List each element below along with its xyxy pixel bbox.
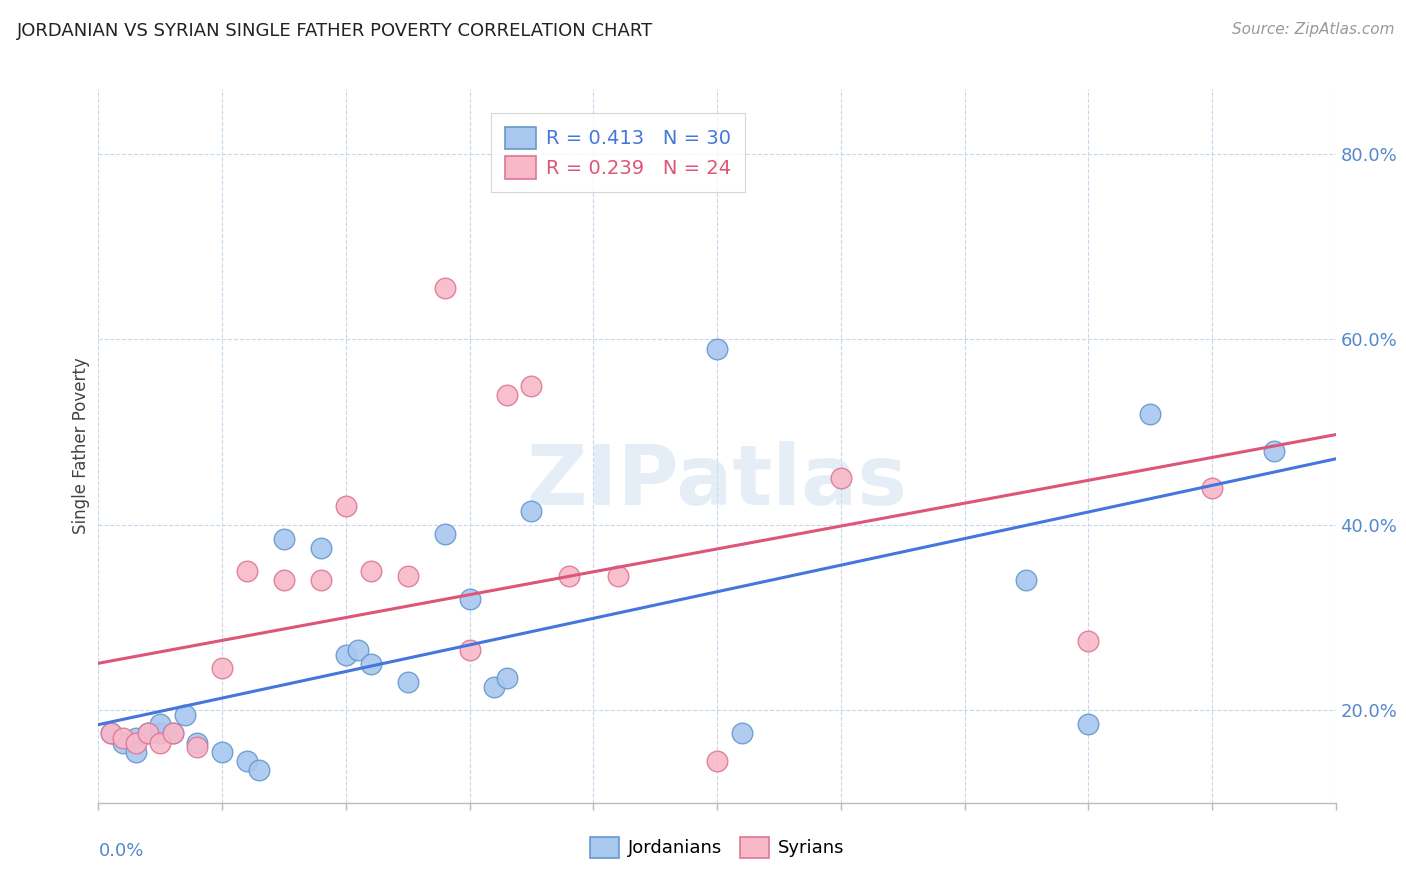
- Point: [335, 648, 357, 662]
- Point: [174, 707, 197, 722]
- Point: [458, 643, 481, 657]
- Point: [100, 726, 122, 740]
- Point: [433, 527, 456, 541]
- Point: [124, 731, 146, 745]
- Point: [830, 471, 852, 485]
- Point: [520, 378, 543, 392]
- Point: [100, 726, 122, 740]
- Point: [557, 568, 579, 582]
- Point: [162, 726, 184, 740]
- Point: [458, 591, 481, 606]
- Point: [360, 657, 382, 671]
- Point: [236, 564, 259, 578]
- Point: [731, 726, 754, 740]
- Point: [211, 745, 233, 759]
- Point: [136, 726, 159, 740]
- Point: [309, 541, 332, 555]
- Point: [607, 568, 630, 582]
- Point: [186, 735, 208, 749]
- Point: [706, 754, 728, 768]
- Point: [1077, 717, 1099, 731]
- Point: [112, 735, 135, 749]
- Point: [124, 735, 146, 749]
- Point: [309, 574, 332, 588]
- Point: [396, 675, 419, 690]
- Point: [149, 726, 172, 740]
- Point: [1263, 443, 1285, 458]
- Point: [1139, 407, 1161, 421]
- Point: [136, 726, 159, 740]
- Point: [1077, 633, 1099, 648]
- Point: [273, 532, 295, 546]
- Point: [335, 500, 357, 514]
- Point: [186, 740, 208, 755]
- Point: [149, 717, 172, 731]
- Point: [112, 731, 135, 745]
- Point: [273, 574, 295, 588]
- Point: [162, 726, 184, 740]
- Point: [124, 745, 146, 759]
- Point: [149, 735, 172, 749]
- Text: 0.0%: 0.0%: [98, 842, 143, 860]
- Point: [495, 388, 517, 402]
- Text: JORDANIAN VS SYRIAN SINGLE FATHER POVERTY CORRELATION CHART: JORDANIAN VS SYRIAN SINGLE FATHER POVERT…: [17, 22, 654, 40]
- Point: [433, 281, 456, 295]
- Y-axis label: Single Father Poverty: Single Father Poverty: [72, 358, 90, 534]
- Point: [396, 568, 419, 582]
- Point: [1201, 481, 1223, 495]
- Text: Source: ZipAtlas.com: Source: ZipAtlas.com: [1232, 22, 1395, 37]
- Point: [520, 504, 543, 518]
- Legend: Jordanians, Syrians: Jordanians, Syrians: [582, 830, 852, 865]
- Point: [236, 754, 259, 768]
- Point: [706, 342, 728, 356]
- Point: [247, 764, 270, 778]
- Point: [360, 564, 382, 578]
- Point: [484, 680, 506, 694]
- Point: [495, 671, 517, 685]
- Text: ZIPatlas: ZIPatlas: [527, 442, 907, 522]
- Point: [211, 661, 233, 675]
- Point: [347, 643, 370, 657]
- Point: [1015, 574, 1038, 588]
